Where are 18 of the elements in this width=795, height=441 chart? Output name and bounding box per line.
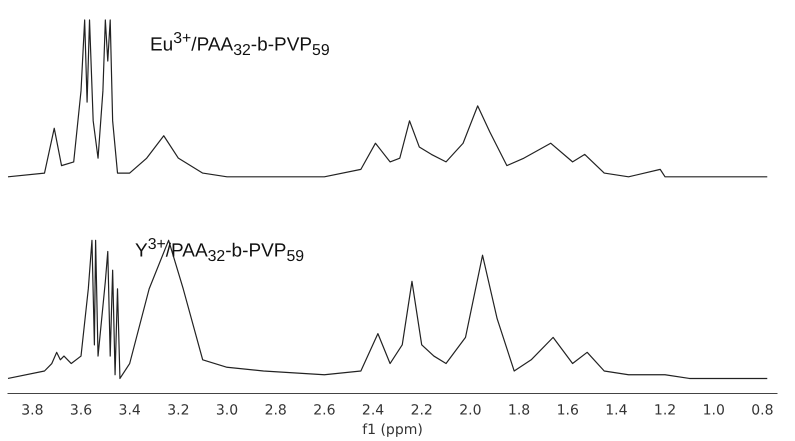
x-tick-label: 2.2	[410, 402, 433, 418]
x-tick-label: 2.4	[362, 402, 384, 418]
x-tick-label: 1.6	[556, 402, 579, 418]
x-tick-label: 1.4	[605, 402, 628, 418]
x-tick-label: 3.8	[21, 402, 44, 418]
x-tick-label: 1.2	[654, 402, 676, 418]
x-tick-label: 2.0	[459, 402, 482, 418]
x-tick-label: 2.6	[313, 402, 336, 418]
x-tick-label: 1.0	[702, 402, 725, 418]
x-tick-label: 3.2	[167, 402, 190, 418]
x-axis-title: f1 (ppm)	[362, 422, 423, 438]
x-tick-label: 2.8	[264, 402, 287, 418]
annotation: Eu$^{3+}$/PAA$_{32}$-b-PVP$_{59}$	[150, 30, 330, 60]
x-tick-label: 3.6	[70, 402, 92, 418]
x-tick-label: 0.8	[751, 402, 774, 418]
x-tick-label: 3.4	[118, 402, 141, 418]
x-tick-label: 1.8	[508, 402, 530, 418]
x-tick-label: 3.0	[216, 402, 238, 418]
